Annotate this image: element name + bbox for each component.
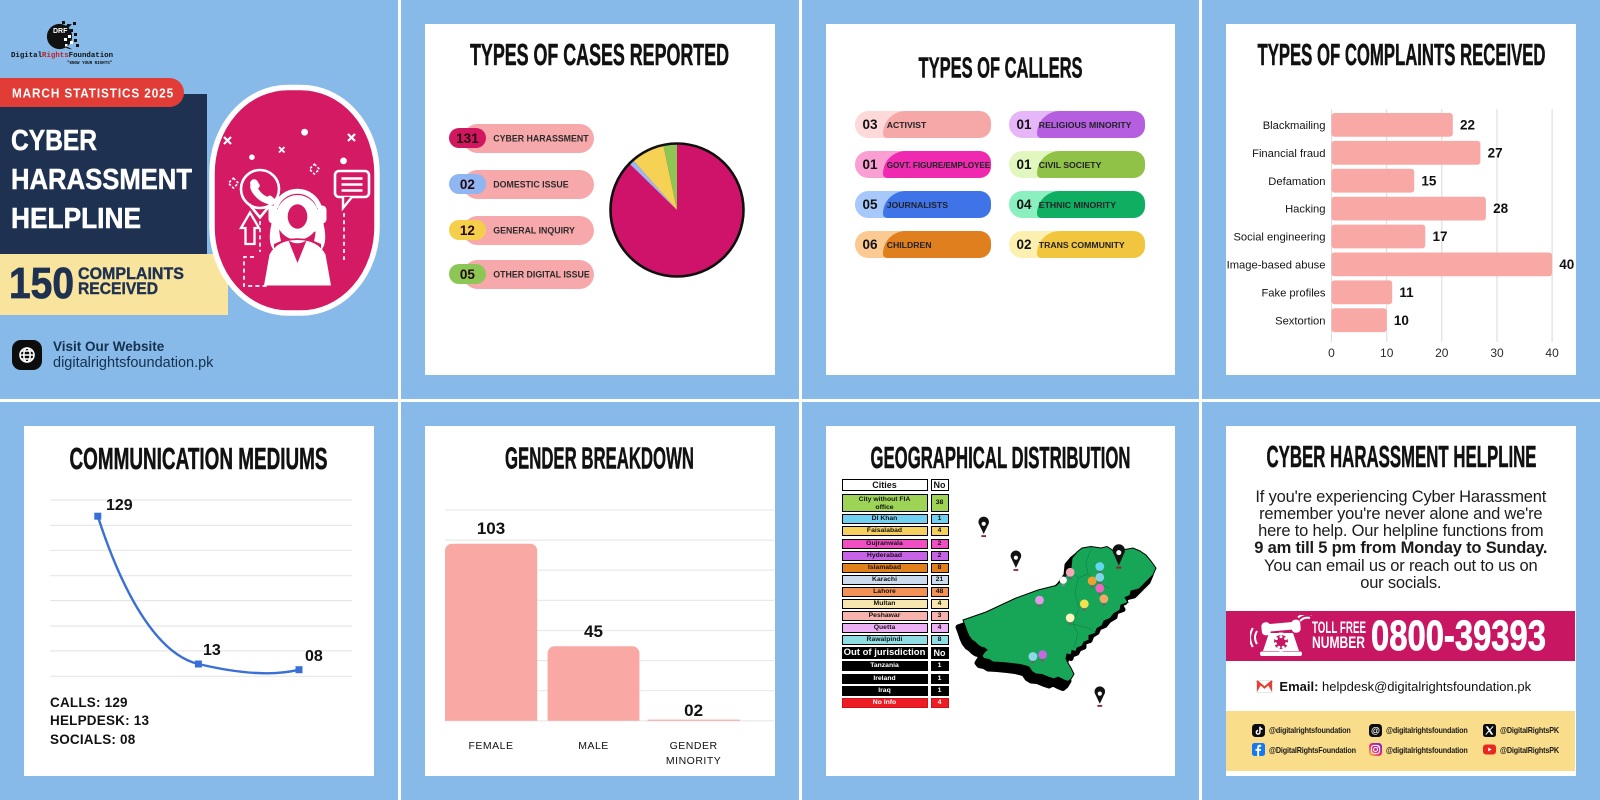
- svg-text:129: 129: [106, 497, 133, 514]
- svg-text:27: 27: [1488, 145, 1503, 160]
- svg-text:GENERAL INQUIRY: GENERAL INQUIRY: [493, 226, 575, 236]
- svg-text:MINORITY: MINORITY: [666, 755, 721, 767]
- svg-text:COMMUNICATION MEDIUMS: COMMUNICATION MEDIUMS: [70, 441, 328, 476]
- svg-text:Sextortion: Sextortion: [1275, 315, 1325, 327]
- svg-text:NUMBER: NUMBER: [1312, 634, 1365, 652]
- svg-text:GENDER: GENDER: [669, 740, 717, 752]
- svg-text:Hacking: Hacking: [1285, 204, 1325, 216]
- svg-text:OTHER DIGITAL ISSUE: OTHER DIGITAL ISSUE: [493, 270, 590, 280]
- svg-text:40: 40: [1546, 346, 1560, 360]
- svg-text:10: 10: [1380, 346, 1394, 360]
- svg-text:CYBER HARASSMENT HELPLINE: CYBER HARASSMENT HELPLINE: [1266, 439, 1536, 471]
- svg-text:CIVIL SOCIETY: CIVIL SOCIETY: [1038, 160, 1101, 170]
- svg-text:10: 10: [1394, 313, 1409, 328]
- svg-text:Blackmailing: Blackmailing: [1263, 120, 1326, 132]
- svg-text:11: 11: [1400, 285, 1415, 300]
- svg-text:103: 103: [477, 519, 505, 538]
- svg-text:Defamation: Defamation: [1269, 176, 1326, 188]
- svg-text:Image-based abuse: Image-based abuse: [1227, 260, 1326, 272]
- svg-text:28: 28: [1493, 201, 1509, 216]
- svg-text:13: 13: [203, 642, 221, 659]
- svg-text:DRF: DRF: [53, 28, 68, 35]
- svg-text:GEOGRAPHICAL DISTRIBUTION: GEOGRAPHICAL DISTRIBUTION: [870, 440, 1130, 471]
- svg-text:@: @: [1371, 725, 1380, 735]
- svg-text:Financial fraud: Financial fraud: [1252, 148, 1325, 160]
- svg-text:TYPES OF COMPLAINTS RECEIVED: TYPES OF COMPLAINTS RECEIVED: [1257, 37, 1545, 72]
- svg-text:JOURNALISTS: JOURNALISTS: [886, 200, 948, 210]
- svg-text:RECEIVED: RECEIVED: [78, 279, 158, 298]
- svg-text:ACTIVIST: ACTIVIST: [886, 120, 926, 130]
- svg-text:HELPLINE: HELPLINE: [11, 203, 141, 235]
- svg-text:TRANS COMMUNITY: TRANS COMMUNITY: [1038, 240, 1124, 250]
- svg-text:RELIGIOUS MINORITY: RELIGIOUS MINORITY: [1038, 120, 1131, 130]
- svg-text:15: 15: [1422, 173, 1438, 188]
- svg-text:45: 45: [584, 622, 603, 641]
- svg-text:DOMESTIC ISSUE: DOMESTIC ISSUE: [493, 180, 568, 190]
- svg-text:17: 17: [1433, 229, 1448, 244]
- svg-text:CYBER: CYBER: [11, 125, 97, 157]
- svg-text:COMPLAINTS: COMPLAINTS: [78, 264, 184, 283]
- svg-text:02: 02: [684, 701, 703, 720]
- svg-text:0800-39393: 0800-39393: [1371, 618, 1546, 658]
- svg-text:FEMALE: FEMALE: [468, 740, 513, 752]
- svg-text:150: 150: [9, 262, 74, 306]
- svg-text:22: 22: [1460, 118, 1475, 133]
- svg-text:20: 20: [1435, 346, 1449, 360]
- svg-text:TYPES OF CASES REPORTED: TYPES OF CASES REPORTED: [470, 37, 729, 72]
- svg-text:GOVT. FIGURE/EMPLOYEE: GOVT. FIGURE/EMPLOYEE: [886, 161, 990, 170]
- svg-text:GENDER BREAKDOWN: GENDER BREAKDOWN: [505, 440, 694, 475]
- svg-text:0: 0: [1328, 346, 1335, 360]
- svg-text:TYPES OF CALLERS: TYPES OF CALLERS: [918, 53, 1082, 85]
- svg-text:TOLL FREE: TOLL FREE: [1312, 620, 1366, 637]
- svg-text:ETHNIC MINORITY: ETHNIC MINORITY: [1038, 200, 1115, 210]
- svg-text:Social engineering: Social engineering: [1234, 232, 1326, 244]
- svg-text:MARCH STATISTICS 2025: MARCH STATISTICS 2025: [12, 86, 174, 101]
- svg-text:40: 40: [1560, 257, 1575, 272]
- svg-text:HARASSMENT: HARASSMENT: [11, 164, 192, 196]
- svg-text:08: 08: [305, 648, 323, 665]
- svg-text:30: 30: [1491, 346, 1505, 360]
- svg-text:CHILDREN: CHILDREN: [886, 240, 931, 250]
- svg-text:Fake profiles: Fake profiles: [1262, 287, 1326, 299]
- svg-text:CYBER HARASSMENT: CYBER HARASSMENT: [493, 134, 589, 144]
- svg-text:MALE: MALE: [578, 740, 609, 752]
